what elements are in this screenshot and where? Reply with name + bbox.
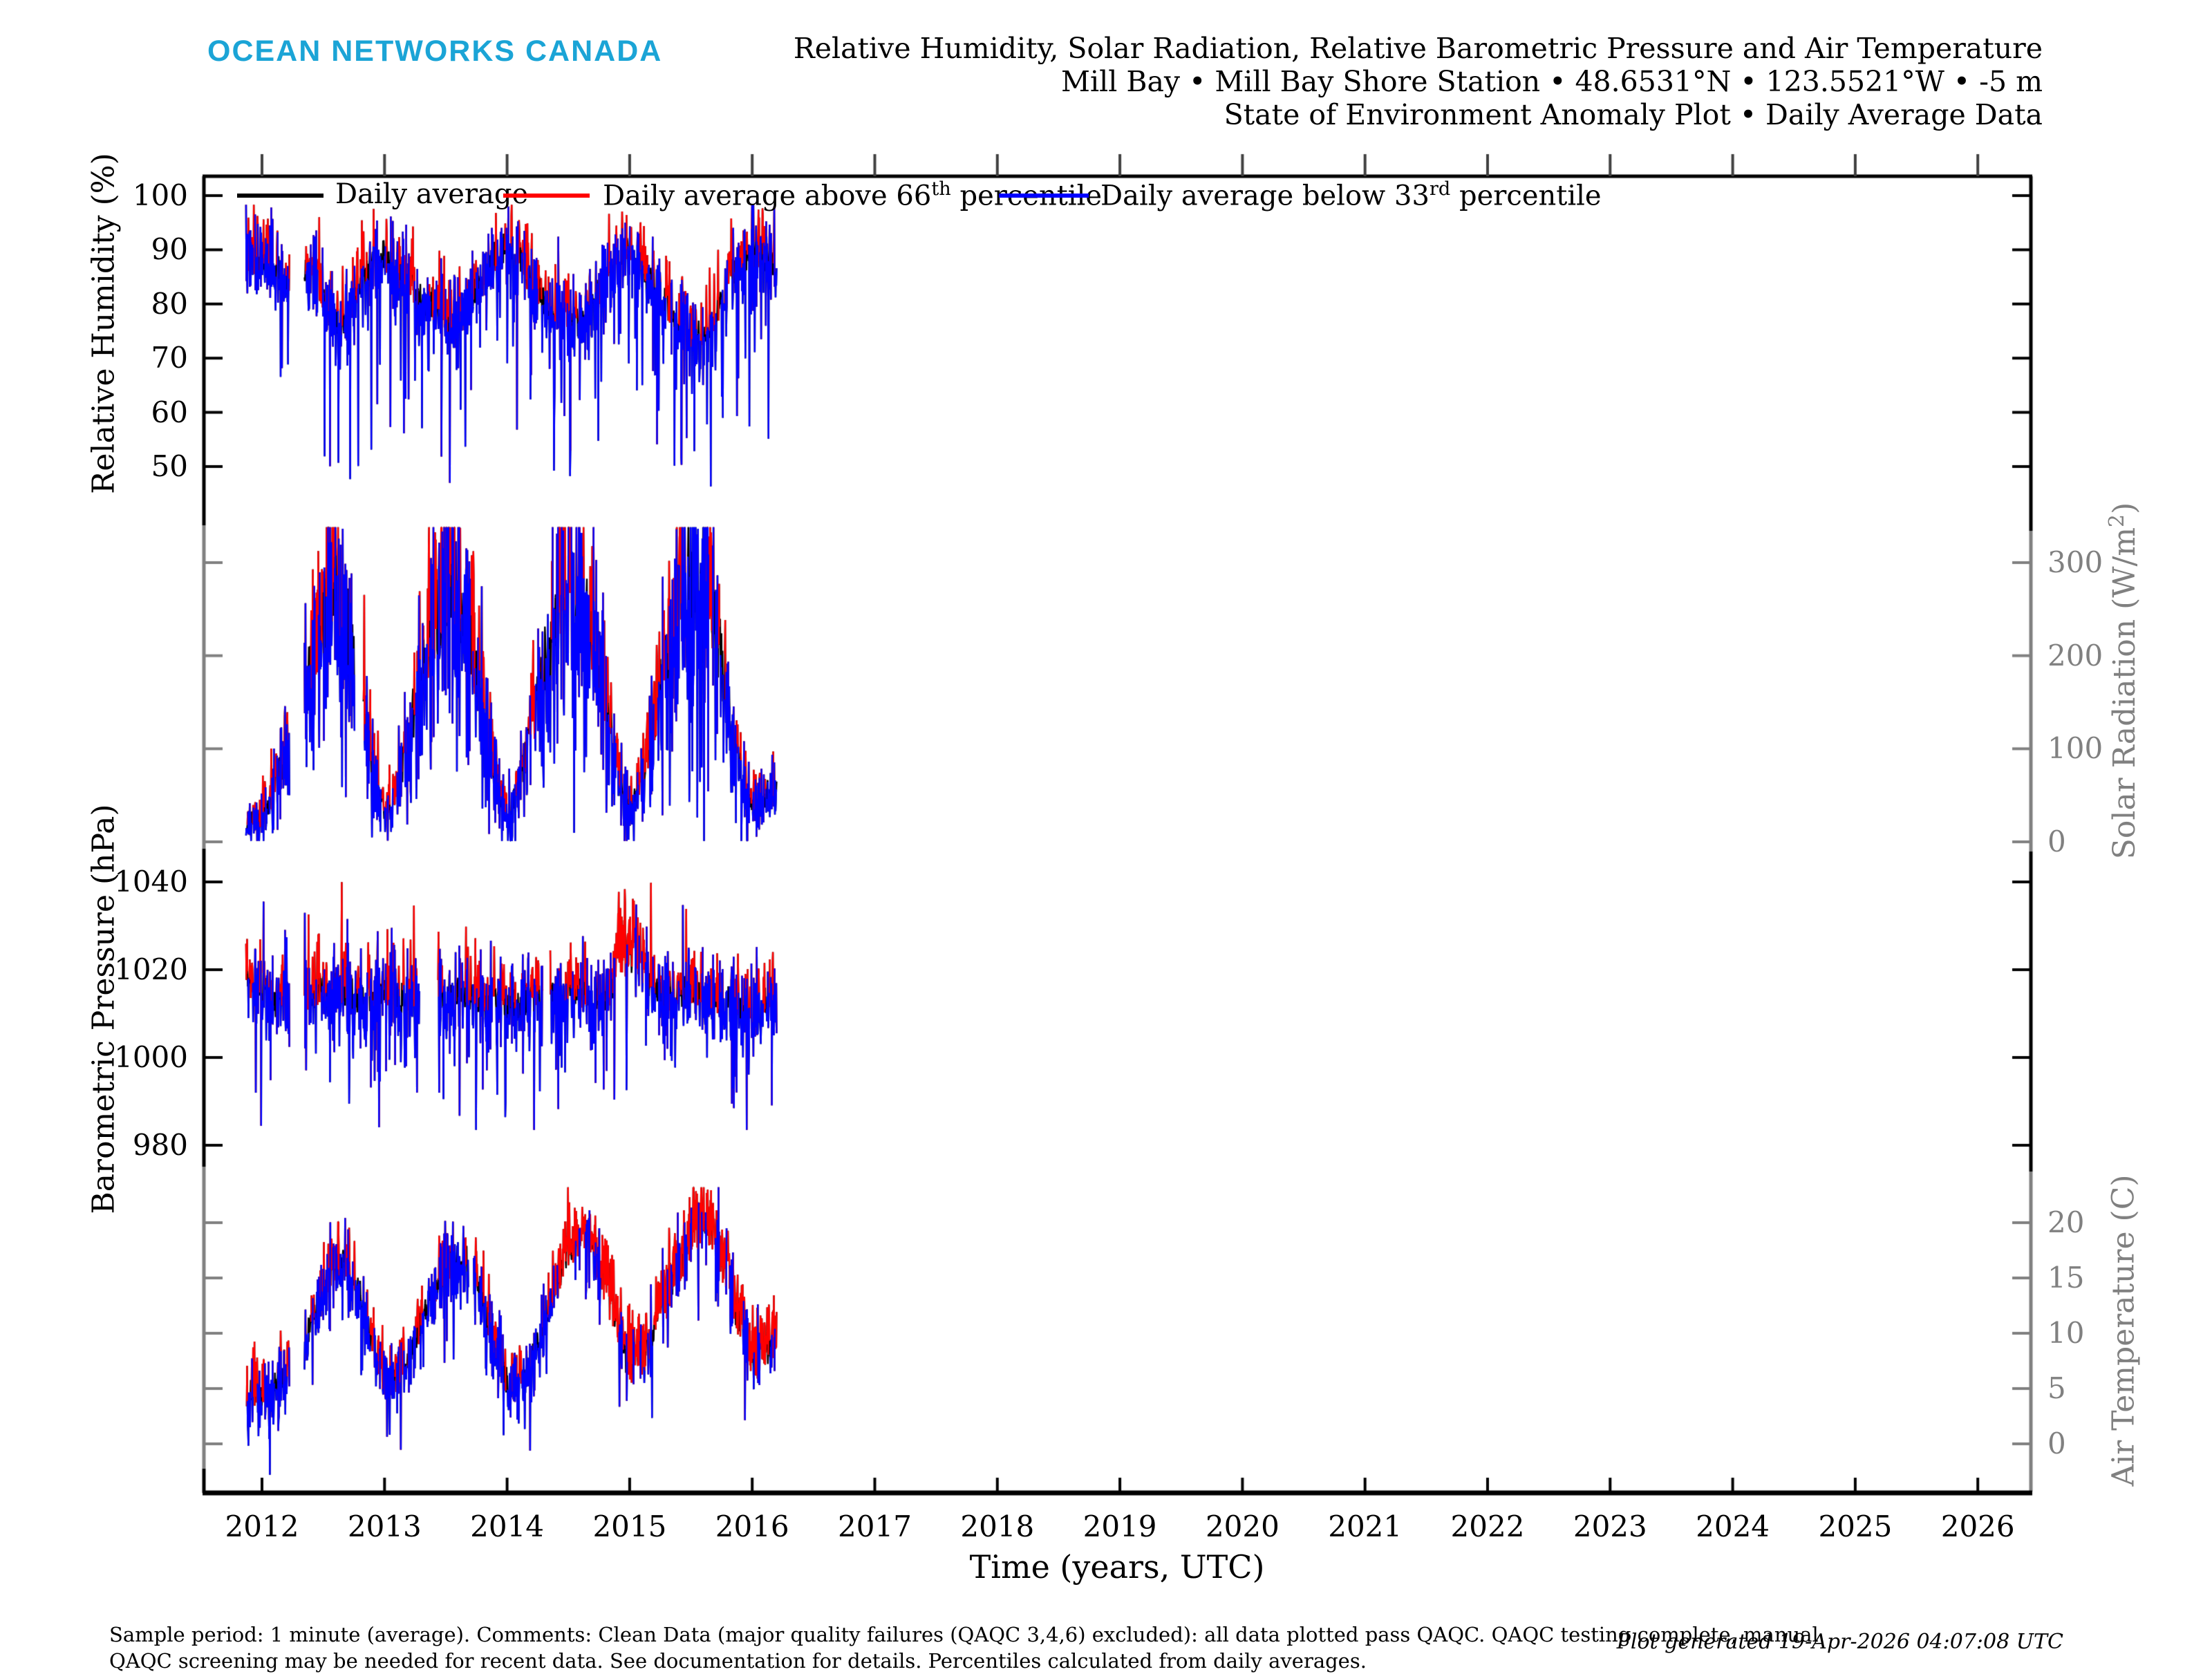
- y-tick-label-temperature-5: 5: [2047, 1371, 2066, 1405]
- x-tick-label-2018: 2018: [960, 1510, 1035, 1543]
- y-tick-label-solar-200: 200: [2047, 638, 2103, 673]
- legend-text: Daily average: [335, 178, 529, 210]
- y-tick-label-humidity-70: 70: [151, 341, 188, 375]
- y-tick-label-pressure-1020: 1020: [114, 952, 188, 986]
- x-tick-label-2014: 2014: [470, 1510, 545, 1543]
- plot-generated-timestamp: Plot generated 19-Apr-2026 04:07:08 UTC: [1616, 1630, 2063, 1654]
- footer-line1: Sample period: 1 minute (average). Comme…: [109, 1623, 1819, 1646]
- legend-label-below-33rd: Daily average below 33rd percentile: [1100, 178, 1602, 211]
- ocean-networks-canada-logo: OCEAN NETWORKS CANADA: [207, 35, 663, 68]
- legend-sup: rd: [1429, 178, 1451, 200]
- legend-text: percentile: [1450, 180, 1602, 212]
- x-tick-label-2025: 2025: [1818, 1510, 1893, 1543]
- x-tick-label-2015: 2015: [592, 1510, 667, 1543]
- plot-title-line3: State of Environment Anomaly Plot • Dail…: [1224, 98, 2043, 131]
- y-tick-label-temperature-20: 20: [2047, 1205, 2085, 1239]
- x-tick-label-2017: 2017: [838, 1510, 912, 1543]
- y-tick-label-humidity-100: 100: [132, 178, 188, 212]
- legend-text: Daily average above 66: [603, 180, 932, 212]
- footer-line2: QAQC screening may be needed for recent …: [109, 1649, 1367, 1673]
- legend-line-daily-average: [237, 194, 324, 198]
- x-tick-label-2023: 2023: [1573, 1510, 1647, 1543]
- plot-title-block: Relative Humidity, Solar Radiation, Rela…: [794, 32, 2043, 131]
- y-tick-label-pressure-1000: 1000: [114, 1040, 188, 1074]
- solar-label-sup: 2: [2105, 514, 2130, 527]
- y-tick-label-humidity-60: 60: [151, 395, 188, 429]
- y-tick-label-humidity-50: 50: [151, 449, 188, 483]
- y-axis-label-air-temperature: Air Temperature (C): [2106, 1174, 2141, 1487]
- legend-line-above-66th: [503, 194, 590, 198]
- x-tick-label-2016: 2016: [715, 1510, 789, 1543]
- y-tick-label-solar-300: 300: [2047, 545, 2103, 579]
- legend-line-below-33rd: [999, 194, 1089, 198]
- x-axis-label: Time (years, UTC): [969, 1548, 1265, 1586]
- y-tick-label-solar-100: 100: [2047, 731, 2103, 766]
- footer-comments: Sample period: 1 minute (average). Comme…: [109, 1621, 1819, 1674]
- x-tick-label-2026: 2026: [1940, 1510, 2015, 1543]
- y-tick-label-humidity-90: 90: [151, 232, 188, 267]
- x-tick-label-2013: 2013: [347, 1510, 422, 1543]
- y-tick-label-humidity-80: 80: [151, 286, 188, 321]
- y-tick-label-temperature-15: 15: [2047, 1261, 2085, 1295]
- legend-text: Daily average below 33: [1100, 180, 1430, 212]
- x-tick-label-2021: 2021: [1328, 1510, 1403, 1543]
- y-tick-label-pressure-1040: 1040: [114, 865, 188, 899]
- x-tick-label-2022: 2022: [1450, 1510, 1525, 1543]
- y-tick-label-solar-0: 0: [2047, 825, 2066, 858]
- x-tick-label-2020: 2020: [1205, 1510, 1280, 1543]
- x-tick-label-2019: 2019: [1082, 1510, 1157, 1543]
- plot-title-line1: Relative Humidity, Solar Radiation, Rela…: [793, 32, 2043, 65]
- x-tick-label-2024: 2024: [1696, 1510, 1770, 1543]
- y-tick-label-pressure-980: 980: [132, 1128, 188, 1162]
- legend-label-daily-average: Daily average: [335, 178, 528, 210]
- solar-label-text: Solar Radiation (W/m: [2106, 527, 2142, 860]
- y-tick-label-temperature-0: 0: [2047, 1427, 2066, 1460]
- solar-label-text: ): [2106, 502, 2142, 514]
- y-axis-label-solar-radiation: Solar Radiation (W/m2): [2105, 502, 2142, 860]
- legend-sup: th: [931, 178, 951, 200]
- y-tick-label-temperature-10: 10: [2047, 1316, 2085, 1350]
- plot-title-line2: Mill Bay • Mill Bay Shore Station • 48.6…: [1060, 65, 2043, 98]
- x-tick-label-2012: 2012: [225, 1510, 299, 1543]
